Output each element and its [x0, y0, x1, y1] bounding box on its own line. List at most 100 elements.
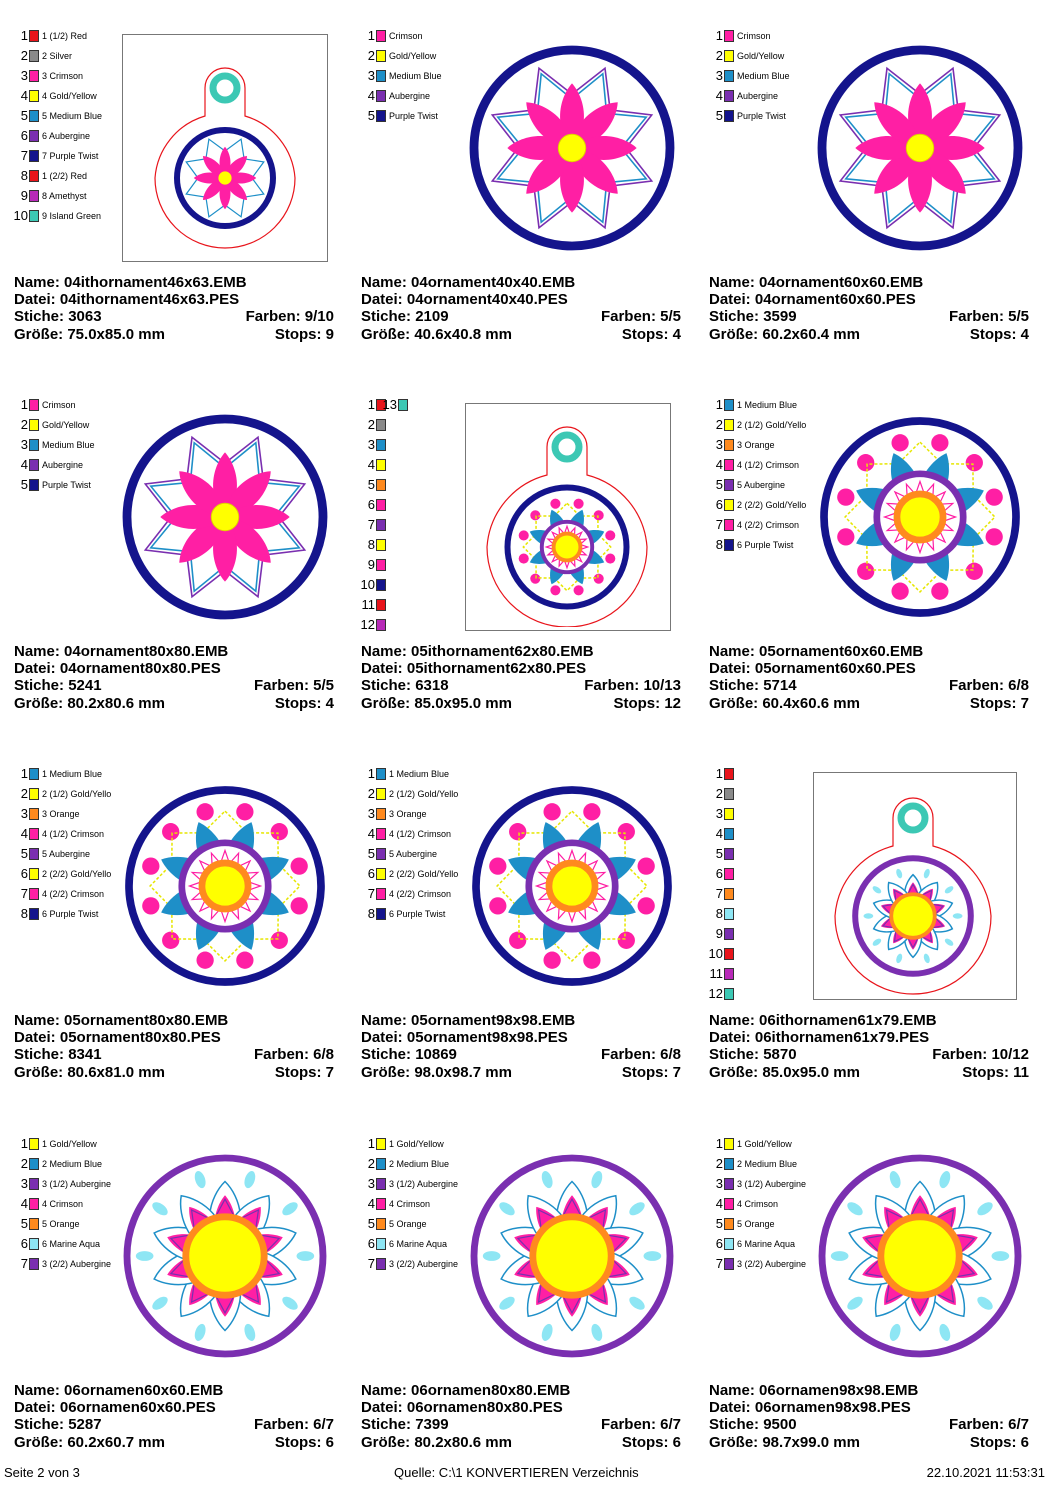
stitches-label: Stiche: — [361, 1416, 412, 1434]
stops-label: Stops: — [621, 1433, 669, 1451]
petal-shape — [874, 148, 920, 194]
palette-label: 1 Medium Blue — [737, 400, 798, 410]
pink-dot — [573, 498, 584, 509]
palette-number: 11 — [709, 966, 724, 981]
color-swatch — [376, 599, 386, 611]
colors-count: 10/12 — [991, 1046, 1029, 1064]
colors-count: 9/10 — [304, 308, 334, 326]
palette-entry: 5 Purple Twist — [10, 477, 91, 493]
palette-number: 3 — [20, 806, 28, 821]
size-line: Größe: 60.2x60.7 mm Stops: 6 — [14, 1434, 334, 1451]
palette-entry: 2 2 Medium Blue — [10, 1156, 102, 1172]
pink-dot — [857, 454, 875, 472]
palette-entry: 9 8 Amethyst — [10, 188, 87, 204]
palette-number: 5 — [20, 477, 28, 492]
color-swatch — [724, 519, 734, 531]
aqua-drop — [152, 1296, 168, 1310]
palette-label: 3 (1/2) Aubergine — [389, 1179, 459, 1189]
size-line: Größe: 85.0x95.0 mm Stops: 11 — [709, 1064, 1029, 1081]
palette-entry: 4 4 (1/2) Crimson — [10, 826, 104, 842]
star-outline — [838, 66, 1002, 230]
design-file: 05ornament60x60.PES — [754, 660, 916, 678]
color-swatch — [724, 1138, 734, 1150]
colors-count: 5/5 — [1008, 308, 1029, 326]
color-swatch — [29, 848, 39, 860]
stops-label: Stops: — [621, 325, 669, 343]
size-label: Größe: — [14, 694, 64, 712]
star-outline-inner — [149, 441, 301, 593]
embroidery-preview — [486, 426, 648, 627]
stitches-line: Stiche: 5287 Farben: 6/7 — [14, 1416, 334, 1433]
design-info: Name: 05ithornament62x80.EMB Datei: 05ith… — [361, 643, 681, 712]
colors-count: 5/5 — [660, 308, 681, 326]
palette-entry: 11 — [705, 966, 734, 982]
aqua-drop — [889, 1323, 901, 1341]
palette-entry: 6 2 (2/2) Gold/Yello — [705, 497, 806, 513]
palette-label: 6 Aubergine — [42, 131, 91, 141]
stitch-count: 10869 — [415, 1046, 457, 1064]
palette-number: 1 — [715, 1136, 723, 1151]
stops-count: 7 — [1020, 694, 1029, 712]
palette-entry: 3 3 Orange — [357, 806, 427, 822]
pink-dot — [593, 573, 604, 584]
yellow-center — [529, 1213, 615, 1299]
color-swatch — [724, 1218, 734, 1230]
palette-number: 5 — [20, 846, 28, 861]
color-swatch — [724, 399, 734, 411]
palette-entry: 6 — [705, 866, 734, 882]
file-label: Datei: — [361, 291, 403, 309]
petal-shape — [920, 148, 966, 194]
colors-info: Farben: 9/10 — [246, 308, 334, 325]
stitches-line: Stiche: 3599 Farben: 5/5 — [709, 308, 1029, 325]
palette-entry: 2 2 (1/2) Gold/Yello — [357, 786, 458, 802]
palette-number: 4 — [20, 457, 28, 472]
palette-label: 4 (2/2) Crimson — [42, 889, 105, 899]
stops-count: 9 — [325, 325, 334, 343]
pink-dot — [891, 582, 909, 600]
name-line: Name: 04ornament60x60.EMB — [709, 274, 1029, 291]
design-size: 80.2x80.6 mm — [414, 1433, 512, 1451]
dashed-star — [522, 502, 612, 592]
palette-label: 3 (2/2) Aubergine — [389, 1259, 459, 1269]
palette-label: 4 (2/2) Crimson — [389, 889, 452, 899]
name-line: Name: 06ornamen80x80.EMB — [361, 1382, 681, 1399]
pink-dot — [142, 857, 160, 875]
color-swatch — [376, 459, 386, 471]
palette-label: 3 Orange — [389, 809, 427, 819]
colors-count: 6/7 — [313, 1416, 334, 1434]
color-swatch — [29, 1258, 39, 1270]
color-swatch — [724, 1198, 734, 1210]
palette-number: 1 — [20, 766, 28, 781]
palette-label: 4 Gold/Yellow — [42, 91, 97, 101]
color-swatch — [376, 50, 386, 62]
stitches-label: Stiche: — [14, 1046, 65, 1064]
design-name: 06ithornamen61x79.EMB — [759, 1012, 937, 1029]
design-card: 1 Crimson 2 Gold/Yellow 3 Medium Blue 4 Aubergi… — [705, 28, 1045, 388]
aqua-drop — [482, 1251, 501, 1261]
palette-number: 8 — [367, 537, 375, 552]
design-name: 06ornamen80x80.EMB — [411, 1382, 571, 1399]
palette-entry: 1 1 (1/2) Red — [10, 28, 87, 44]
pink-dot — [617, 823, 635, 841]
stitch-count: 3063 — [68, 308, 102, 326]
design-size: 98.0x98.7 mm — [414, 1063, 512, 1081]
name-line: Name: 06ornamen98x98.EMB — [709, 1382, 1029, 1399]
aqua-drop — [135, 1251, 154, 1261]
palette-number: 3 — [715, 68, 723, 83]
stops-info: Stops: 9 — [275, 326, 334, 343]
design-name: 05ornament60x60.EMB — [759, 643, 924, 660]
petal-shape — [572, 148, 618, 194]
palette-entry: 6 6 Marine Aqua — [705, 1236, 795, 1252]
palette-entry: 7 4 (2/2) Crimson — [705, 517, 799, 533]
palette-entry: 4 Aubergine — [357, 88, 430, 104]
stitch-count: 6318 — [415, 677, 449, 695]
palette-label: 7 Purple Twist — [42, 151, 99, 161]
embroidery-preview — [820, 417, 1020, 617]
color-swatch — [724, 828, 734, 840]
name-label: Name: — [709, 274, 755, 291]
dashed-star — [149, 810, 301, 962]
color-swatch — [724, 968, 734, 980]
color-swatch — [29, 1198, 39, 1210]
stops-count: 4 — [1020, 325, 1029, 343]
color-swatch — [724, 1258, 734, 1270]
